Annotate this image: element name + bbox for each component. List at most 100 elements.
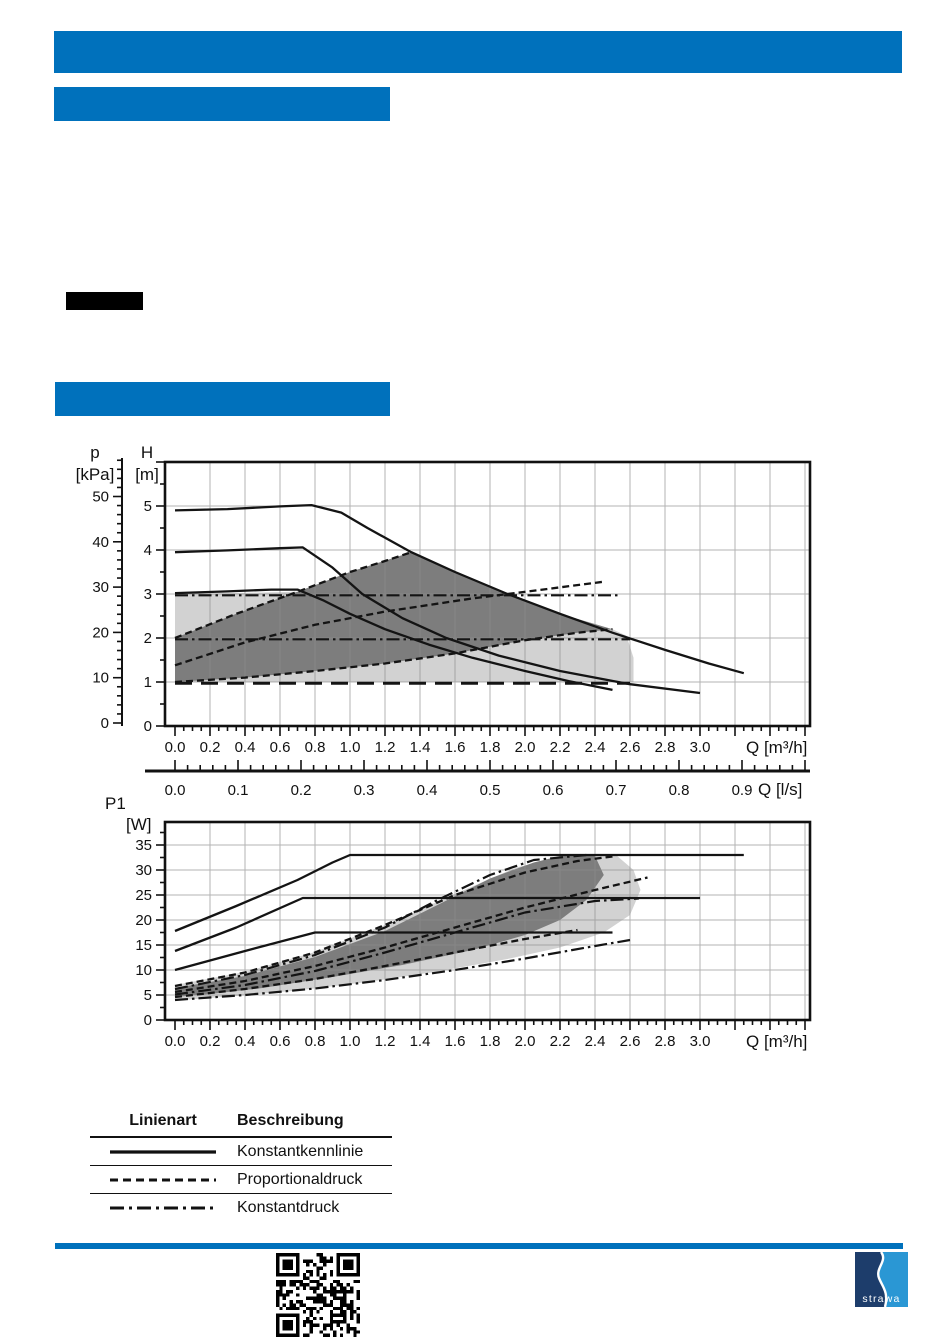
svg-text:2.2: 2.2 [550,739,571,756]
svg-text:0.0: 0.0 [165,782,186,799]
svg-text:Q [m³/h]: Q [m³/h] [746,1032,807,1051]
ls-axis: 0.0 0.1 0.2 0.3 0.4 0.5 0.6 0.7 0.8 0.9 Q [l/s] [145,760,810,799]
svg-text:0.2: 0.2 [200,739,221,756]
svg-text:Q [l/s]: Q [l/s] [758,780,802,799]
svg-text:2.8: 2.8 [655,1033,676,1050]
qr-code [276,1253,360,1337]
legend-label: Konstantkennlinie [237,1142,364,1160]
curve-p1-konstantdruck-min [174,938,631,1002]
hq-curve-grid [165,462,810,726]
svg-text:0.4: 0.4 [235,1033,256,1050]
svg-text:p: p [90,443,99,462]
curve-p1-konstantdruck-mittel [174,897,639,996]
svg-text:3.0: 3.0 [690,739,711,756]
legend-header-linienart: Linienart [129,1112,197,1129]
curve-kennlinie-stufe-1 [174,588,613,692]
svg-text:0.6: 0.6 [543,782,564,799]
svg-text:3.0: 3.0 [690,1033,711,1050]
line-style-legend-table: Linienart Beschreibung Konstantkennlinie… [90,1106,392,1221]
svg-text:10: 10 [135,962,152,979]
svg-text:1.0: 1.0 [340,1033,361,1050]
svg-text:1.8: 1.8 [480,739,501,756]
svg-text:[m]: [m] [135,465,159,484]
svg-text:0.4: 0.4 [235,739,256,756]
curve-proportionaldruck-min [174,628,613,684]
curve-kennlinie-stufe-3 [174,503,745,675]
svg-text:2.8: 2.8 [655,739,676,756]
svg-text:0.8: 0.8 [305,739,326,756]
legend-label: Konstantdruck [237,1198,340,1216]
svg-text:0.5: 0.5 [480,782,501,799]
svg-text:0: 0 [144,1012,152,1029]
header-title-bar [54,31,902,73]
curve-p1-proportionaldruck-min [174,928,578,999]
svg-text:3: 3 [144,586,152,603]
svg-text:2.2: 2.2 [550,1033,571,1050]
svg-text:1: 1 [144,674,152,691]
curve-proportionaldruck-max [174,551,412,640]
curve-kennlinie-stufe-2 [174,546,701,695]
svg-text:0.0: 0.0 [165,739,186,756]
svg-text:4: 4 [144,542,152,559]
svg-text:0.7: 0.7 [606,782,627,799]
svg-text:20: 20 [92,624,109,641]
svg-text:0.4: 0.4 [417,782,438,799]
svg-text:0.6: 0.6 [270,739,291,756]
svg-text:0.6: 0.6 [270,1033,291,1050]
logo-wave-icon [877,1251,888,1308]
svg-text:2.4: 2.4 [585,1033,606,1050]
hq-curve-dark-region [175,552,613,682]
legend-label: Proportionaldruck [237,1170,363,1188]
legend-header-beschreibung: Beschreibung [237,1112,344,1129]
svg-text:2.0: 2.0 [515,1033,536,1050]
header-subtitle-bar [54,87,390,121]
svg-text:10: 10 [92,670,109,687]
logo-wordmark: strawa [862,1293,900,1305]
legend-header-row: Linienart Beschreibung [90,1106,392,1138]
p1q-curve: 0.0 0.2 0.4 0.6 0.8 1.0 1.2 1.4 1.6 1.8 2.0 2.2 2.4 2… [105,794,812,1051]
svg-text:Q [m³/h]: Q [m³/h] [746,738,807,757]
curve-p1-stufe-3 [174,853,744,933]
svg-text:1.6: 1.6 [445,1033,466,1050]
legend-row-proportionaldruck: Proportionaldruck [90,1166,392,1194]
svg-text:H: H [141,443,153,462]
curve-p1-stufe-1 [174,931,613,972]
svg-text:50: 50 [92,489,109,506]
hq-curve: 0.0 0.2 0.4 0.6 0.8 1.0 1.2 1.4 1.6 1.8 2.0 2.2 2.4 2… [76,443,812,757]
svg-text:2: 2 [144,630,152,647]
svg-text:2.6: 2.6 [620,739,641,756]
svg-text:0.9: 0.9 [732,782,753,799]
svg-text:15: 15 [135,937,152,954]
curve-p1-stufe-2 [174,896,700,953]
legend-line-dashdot-sample [110,1206,216,1209]
svg-text:0: 0 [144,718,152,735]
svg-text:1.6: 1.6 [445,739,466,756]
svg-text:1.0: 1.0 [340,739,361,756]
svg-text:1.8: 1.8 [480,1033,501,1050]
svg-text:0.2: 0.2 [291,782,312,799]
svg-text:30: 30 [92,579,109,596]
svg-text:[W]: [W] [126,815,152,834]
svg-text:1.2: 1.2 [375,1033,396,1050]
svg-text:0: 0 [101,715,109,732]
svg-text:0.0: 0.0 [165,1033,186,1050]
legend-row-konstantdruck: Konstantdruck [90,1194,392,1221]
svg-text:5: 5 [144,987,152,1004]
svg-text:0.8: 0.8 [669,782,690,799]
svg-text:20: 20 [135,912,152,929]
svg-text:2.0: 2.0 [515,739,536,756]
legend-row-konstantkennlinie: Konstantkennlinie [90,1138,392,1166]
svg-text:[kPa]: [kPa] [76,465,115,484]
strawa-logo: strawa [855,1251,908,1308]
svg-text:0.3: 0.3 [354,782,375,799]
logo-dark-blue-field [855,1252,887,1307]
svg-text:5: 5 [144,498,152,515]
svg-text:1.4: 1.4 [410,1033,431,1050]
curve-p1-proportionaldruck-mittel [174,876,648,994]
svg-text:0.1: 0.1 [228,782,249,799]
legend-line-dashed-sample [110,1178,216,1181]
section-heading-bar [55,382,390,416]
svg-text:30: 30 [135,862,152,879]
